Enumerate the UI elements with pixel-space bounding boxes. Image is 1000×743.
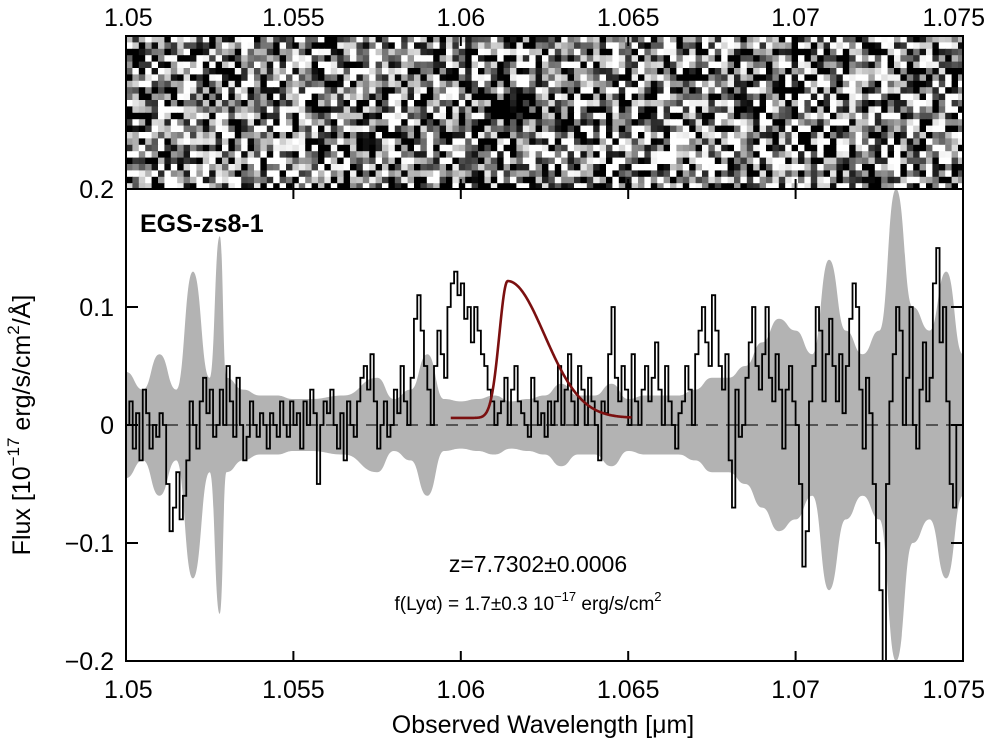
- y-tick-label: −0.2: [65, 648, 114, 676]
- x-tick-label: 1.055: [262, 676, 325, 704]
- top-tick-label: 1.05: [104, 4, 153, 32]
- lya-fit-curve: [450, 279, 632, 420]
- x-tick-label: 1.05: [104, 676, 153, 704]
- y-tick-label: 0.1: [79, 294, 114, 322]
- top-tick-label: 1.075: [922, 4, 985, 32]
- redshift-annotation: z=7.7302±0.0006: [449, 551, 627, 577]
- object-label: EGS-zs8-1: [140, 210, 264, 238]
- x-axis-title: Observed Wavelength [μm]: [392, 711, 695, 739]
- x-tick-label: 1.075: [922, 676, 985, 704]
- top-axis-ticks: [125, 36, 964, 189]
- y-tick-label: 0.2: [79, 176, 114, 204]
- y-axis-labels: −0.2 −0.1 0 0.1 0.2: [65, 176, 114, 676]
- axis-ticks: [125, 188, 964, 662]
- x-tick-label: 1.07: [771, 676, 820, 704]
- spectrum-line: [126, 247, 960, 661]
- y-tick-label: 0: [100, 412, 114, 440]
- flux-annotation: f(Lyα) = 1.7±0.3 10−17 erg/s/cm2: [394, 589, 661, 615]
- y-tick-label: −0.1: [65, 530, 114, 558]
- x-tick-label: 1.06: [436, 676, 485, 704]
- 2d-spectrum-image: [126, 36, 963, 189]
- x-axis-labels: 1.05 1.055 1.06 1.065 1.07 1.075: [104, 676, 985, 704]
- top-tick-label: 1.06: [436, 4, 485, 32]
- x-tick-label: 1.065: [597, 676, 660, 704]
- y-axis-title: Flux [10−17 erg/s/cm2/Å]: [4, 295, 36, 556]
- top-tick-label: 1.055: [262, 4, 325, 32]
- top-axis-labels: 1.05 1.055 1.06 1.065 1.07 1.075: [104, 4, 985, 32]
- top-tick-label: 1.07: [771, 4, 820, 32]
- top-tick-label: 1.065: [597, 4, 660, 32]
